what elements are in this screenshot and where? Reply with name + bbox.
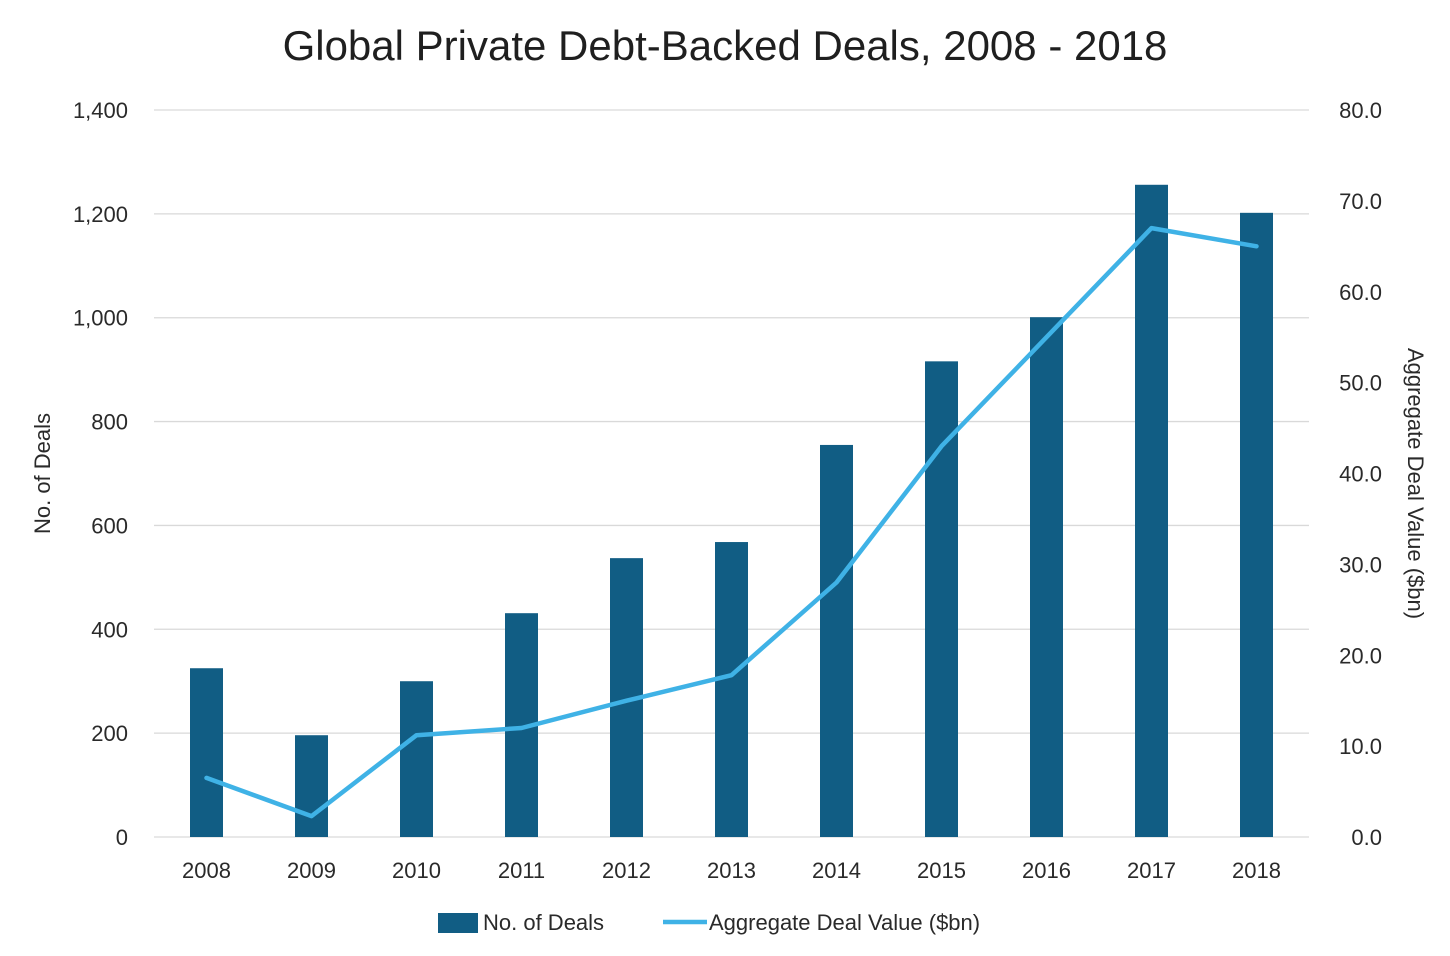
y-left-tick-label: 1,400	[73, 98, 128, 123]
y-right-tick-label: 60.0	[1339, 280, 1382, 305]
bar	[1240, 212, 1273, 837]
y-right-tick-label: 10.0	[1339, 734, 1382, 759]
y-left-tick-label: 400	[91, 617, 128, 642]
bar	[190, 668, 223, 837]
y-right-tick-label: 70.0	[1339, 189, 1382, 214]
chart-title: Global Private Debt-Backed Deals, 2008 -…	[282, 22, 1168, 69]
bar	[400, 681, 433, 837]
y-left-tick-label: 0	[116, 825, 128, 850]
x-tick-label: 2012	[602, 858, 651, 883]
legend-swatch-bars	[438, 913, 478, 933]
y-left-tick-label: 1,000	[73, 306, 128, 331]
x-tick-label: 2017	[1127, 858, 1176, 883]
bar	[925, 361, 958, 837]
x-tick-label: 2010	[392, 858, 441, 883]
bar	[715, 542, 748, 837]
x-tick-label: 2016	[1022, 858, 1071, 883]
x-tick-label: 2015	[917, 858, 966, 883]
y-left-tick-label: 1,200	[73, 202, 128, 227]
y-right-tick-label: 20.0	[1339, 643, 1382, 668]
y-left-tick-label: 600	[91, 513, 128, 538]
y-right-axis-title: Aggregate Deal Value ($bn)	[1403, 348, 1428, 619]
y-left-tick-label: 800	[91, 410, 128, 435]
bar	[820, 444, 853, 837]
y-left-tick-label: 200	[91, 721, 128, 746]
y-right-tick-label: 0.0	[1351, 825, 1382, 850]
bar	[1135, 184, 1168, 837]
legend-label-line: Aggregate Deal Value ($bn)	[709, 910, 980, 935]
y-left-axis-title: No. of Deals	[30, 413, 55, 534]
x-tick-label: 2013	[707, 858, 756, 883]
bar	[295, 735, 328, 837]
x-tick-label: 2008	[182, 858, 231, 883]
series-line	[204, 225, 1259, 819]
y-right-tick-label: 50.0	[1339, 371, 1382, 396]
x-tick-label: 2011	[498, 858, 545, 883]
legend-label-bars: No. of Deals	[483, 910, 604, 935]
x-tick-label: 2018	[1232, 858, 1281, 883]
x-tick-label: 2009	[287, 858, 336, 883]
y-right-tick-label: 40.0	[1339, 462, 1382, 487]
y-right-tick-label: 80.0	[1339, 98, 1382, 123]
bar	[1030, 317, 1063, 837]
y-right-tick-label: 30.0	[1339, 552, 1382, 577]
x-tick-label: 2014	[812, 858, 861, 883]
